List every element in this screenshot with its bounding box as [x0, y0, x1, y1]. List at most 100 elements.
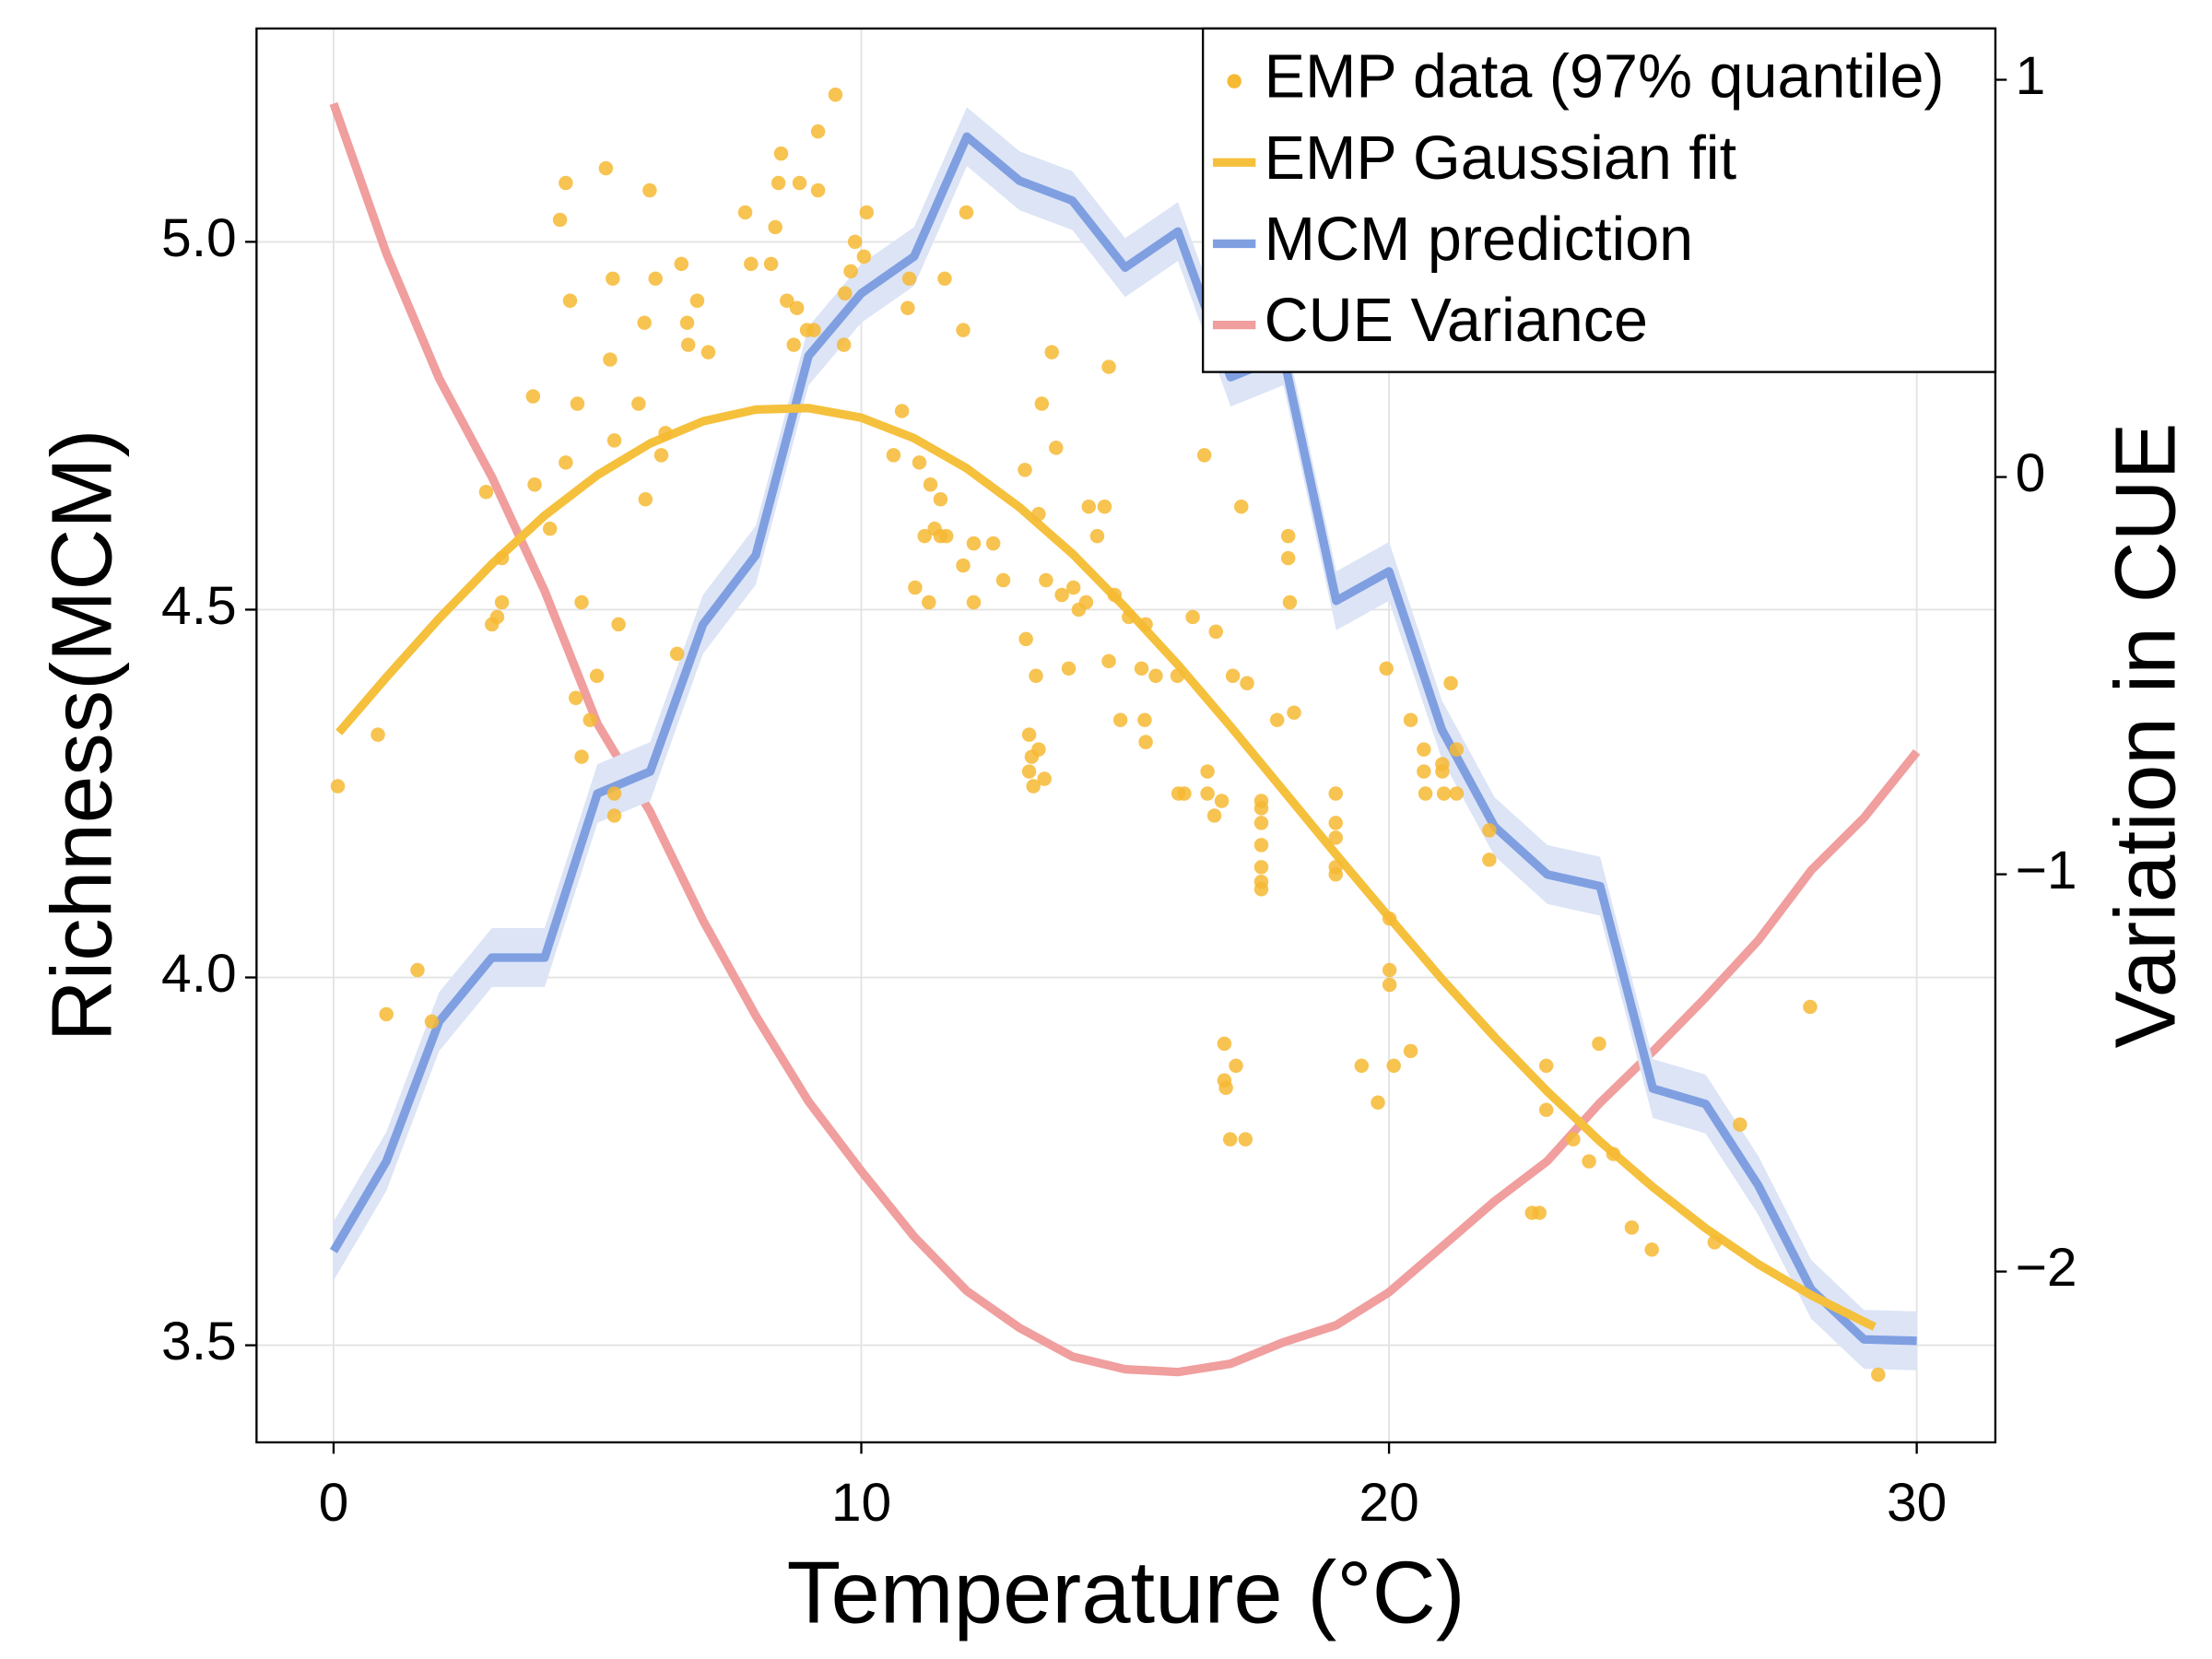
line	[329, 101, 1921, 1377]
scatter-point	[744, 256, 759, 272]
scatter-point	[603, 352, 618, 367]
legend-label: CUE Variance	[1265, 287, 1648, 355]
scatter-point	[1566, 1132, 1581, 1147]
y-tick-label: 4.5	[161, 576, 237, 636]
scatter-point	[589, 668, 605, 684]
scatter-point	[653, 448, 669, 463]
scatter-point	[1029, 668, 1043, 684]
scatter-point	[1021, 764, 1037, 779]
scatter-point	[1328, 786, 1343, 801]
scatter-point	[1482, 853, 1497, 867]
scatter-point	[1039, 572, 1053, 588]
scatter-point	[810, 124, 826, 139]
scatter-point	[631, 396, 646, 411]
scatter-point	[700, 345, 716, 359]
scatter-point	[570, 396, 585, 411]
scatter-point	[642, 182, 657, 198]
scatter-point	[786, 337, 801, 352]
y-tick-label: 4.0	[161, 944, 237, 1004]
scatter-point	[1214, 794, 1230, 808]
scatter-point	[1449, 742, 1465, 757]
scatter-point	[886, 448, 901, 463]
scatter-point	[1138, 735, 1153, 749]
scatter-point	[1371, 1095, 1385, 1110]
scatter-point	[637, 315, 652, 330]
scatter-point	[1354, 1058, 1370, 1074]
scatter-point	[1733, 1117, 1747, 1132]
scatter-point	[806, 323, 821, 337]
scatter-point	[410, 962, 425, 978]
scatter-point	[894, 404, 910, 418]
scatter-point	[859, 205, 874, 220]
y2-tick-label: −2	[2016, 1238, 2077, 1298]
axes: 0 10 20 30 3.5 4.0 4.5 5.0 −2 −1 0 1	[161, 46, 2077, 1533]
scatter-point	[478, 485, 494, 500]
line	[329, 132, 1917, 1346]
scatter-point	[371, 727, 385, 742]
scatter-point	[912, 455, 927, 470]
scatter-point	[525, 389, 541, 404]
scatter-point	[959, 205, 974, 220]
scatter-point	[1624, 1220, 1640, 1235]
scatter-point	[1871, 1367, 1886, 1382]
scatter-point	[1037, 771, 1052, 786]
scatter-point	[956, 558, 971, 573]
x-tick-label: 10	[831, 1473, 891, 1533]
scatter-point	[1148, 668, 1163, 684]
scatter-point	[792, 175, 807, 191]
scatter-point	[1234, 499, 1249, 514]
scatter-point	[763, 256, 779, 272]
scatter-point	[1287, 705, 1301, 720]
scatter-point	[1482, 823, 1497, 838]
scatter-point	[1112, 712, 1128, 727]
scatter-point	[1606, 1147, 1621, 1161]
scatter-point	[689, 293, 705, 308]
scatter-point	[606, 433, 622, 448]
scatter-point	[847, 234, 863, 250]
scatter-point	[1443, 676, 1458, 691]
scatter-point	[1065, 580, 1081, 595]
scatter-point	[1061, 661, 1077, 677]
line	[335, 404, 1877, 1331]
scatter-point	[569, 690, 583, 705]
scatter-point	[856, 249, 872, 265]
scatter-point	[1218, 1080, 1233, 1095]
scatter-point	[330, 779, 346, 794]
scatter-point	[1018, 463, 1032, 477]
y-axis-label: Richness(MCM)	[33, 429, 129, 1042]
axes-frame	[255, 27, 1997, 1444]
scatter-point	[1101, 359, 1116, 374]
legend-label: EMP Gaussian fit	[1265, 124, 1736, 193]
scatter-point	[648, 271, 663, 287]
scatter-point	[559, 455, 573, 470]
legend-label: EMP data (97% quantile)	[1265, 43, 1945, 112]
scatter-point	[1107, 587, 1123, 603]
scatter-point	[1200, 764, 1215, 779]
scatter-point	[489, 609, 505, 625]
scatter-point	[1269, 712, 1285, 727]
scatter-point	[1328, 830, 1343, 845]
scatter-point	[933, 492, 948, 507]
scatter-point	[1122, 609, 1136, 625]
scatter-point	[780, 293, 794, 308]
scatter-point	[1328, 860, 1343, 875]
scatter-point	[494, 594, 510, 610]
scatter-point	[1049, 441, 1064, 455]
scatter-point	[1054, 587, 1069, 603]
legend-label: MCM prediction	[1265, 206, 1694, 274]
scatter-point	[938, 528, 954, 544]
scatter-point	[1222, 1132, 1238, 1147]
scatter-point	[1582, 1154, 1596, 1169]
scatter-point	[1031, 742, 1046, 757]
scatter-point	[680, 337, 696, 352]
scatter-point	[1134, 661, 1149, 677]
scatter-point	[1418, 786, 1433, 801]
scatter-point	[1097, 499, 1112, 514]
scatter-point	[1538, 1058, 1554, 1074]
scatter-point	[956, 323, 971, 337]
scatter-point	[1229, 1058, 1243, 1074]
scatter-point	[1592, 1036, 1606, 1052]
scatter-point	[1238, 1132, 1253, 1147]
scatter-point	[1803, 999, 1818, 1015]
